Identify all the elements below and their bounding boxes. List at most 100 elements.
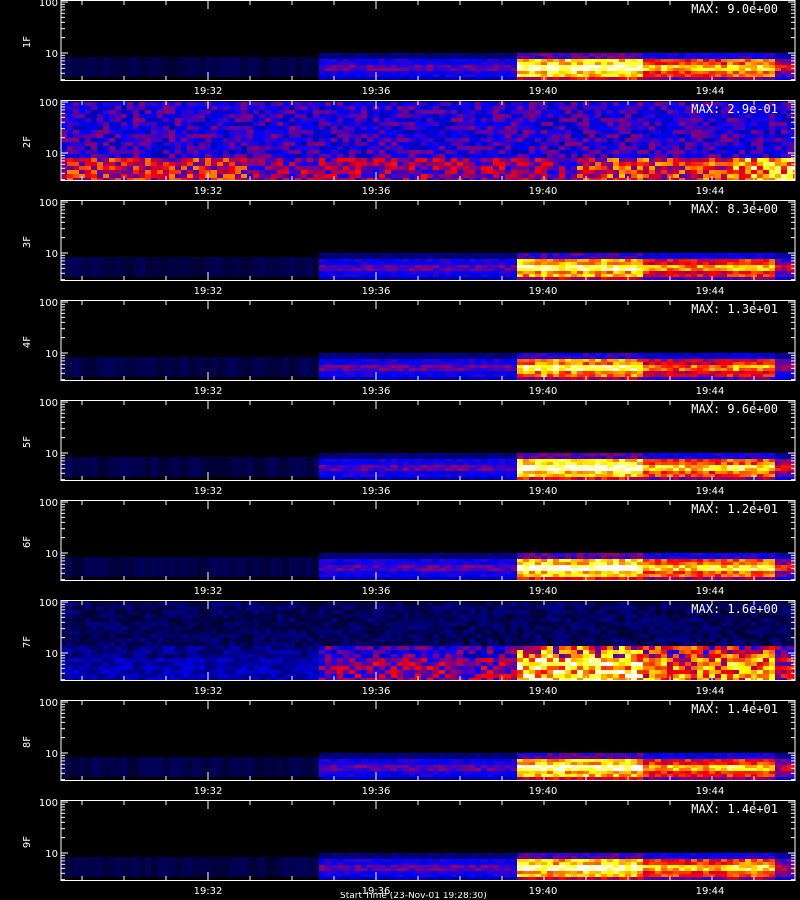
- heatmap-cell: [601, 259, 607, 262]
- heatmap-cell: [205, 114, 211, 118]
- heatmap-cell: [523, 365, 529, 368]
- heatmap-cell: [223, 118, 229, 122]
- heatmap-cell: [97, 257, 103, 277]
- heatmap-cell: [199, 257, 205, 277]
- heatmap-cell: [457, 356, 463, 359]
- heatmap-cell: [703, 158, 709, 162]
- heatmap-cell: [517, 256, 523, 259]
- heatmap-cell: [511, 178, 517, 180]
- heatmap-cell: [547, 374, 553, 377]
- heatmap-cell: [313, 146, 319, 150]
- heatmap-cell: [781, 271, 787, 274]
- heatmap-cell: [475, 114, 481, 118]
- heatmap-cell: [457, 146, 463, 150]
- heatmap-cell: [763, 62, 769, 65]
- heatmap-cell: [619, 178, 625, 180]
- heatmap-cell: [91, 114, 97, 118]
- heatmap-cell: [433, 77, 439, 80]
- heatmap-cell: [115, 110, 121, 114]
- heatmap-cell: [181, 162, 187, 166]
- heatmap-cell: [97, 178, 103, 180]
- heatmap-cell: [547, 142, 553, 146]
- heatmap-cell: [211, 158, 217, 162]
- heatmap-cell: [487, 122, 493, 126]
- heatmap-cell: [739, 256, 745, 259]
- heatmap-cell: [631, 166, 637, 170]
- heatmap-cell: [97, 154, 103, 158]
- heatmap-cell: [325, 71, 331, 74]
- heatmap-cell: [547, 102, 553, 106]
- heatmap-cell: [649, 110, 655, 114]
- heatmap-cell: [379, 62, 385, 65]
- heatmap-cell: [79, 357, 85, 377]
- heatmap-cell: [157, 174, 163, 178]
- heatmap-cell: [493, 259, 499, 262]
- heatmap-cell: [361, 259, 367, 262]
- heatmap-cell: [523, 134, 529, 138]
- heatmap-cell: [769, 62, 775, 65]
- heatmap-cell: [637, 277, 643, 280]
- heatmap-cell: [649, 353, 655, 356]
- heatmap-cell: [175, 110, 181, 114]
- heatmap-cell: [205, 166, 211, 170]
- heatmap-cell: [451, 158, 457, 162]
- heatmap-cell: [397, 178, 403, 180]
- heatmap-cell: [325, 53, 331, 56]
- heatmap-cell: [757, 62, 763, 65]
- heatmap-cell: [643, 106, 649, 110]
- heatmap-cell: [475, 277, 481, 280]
- heatmap-cell: [739, 274, 745, 277]
- heatmap-cell: [631, 362, 637, 365]
- heatmap-cell: [427, 178, 433, 180]
- heatmap-cell: [211, 166, 217, 170]
- heatmap-cell: [505, 253, 511, 256]
- heatmap-cell: [493, 62, 499, 65]
- heatmap-cell: [583, 154, 589, 158]
- heatmap-cell: [217, 357, 223, 377]
- heatmap-cell: [235, 106, 241, 110]
- heatmap-cell: [727, 356, 733, 359]
- heatmap-cell: [451, 262, 457, 265]
- heatmap-cell: [475, 142, 481, 146]
- heatmap-cell: [325, 362, 331, 365]
- heatmap-cell: [469, 122, 475, 126]
- heatmap-cell: [391, 368, 397, 371]
- heatmap-cell: [403, 154, 409, 158]
- heatmap-cell: [343, 256, 349, 259]
- heatmap-cell: [625, 130, 631, 134]
- heatmap-cell: [577, 371, 583, 374]
- heatmap-cell: [691, 259, 697, 262]
- heatmap-cell: [565, 162, 571, 166]
- heatmap-cell: [415, 374, 421, 377]
- heatmap-cell: [493, 126, 499, 130]
- heatmap-cell: [775, 146, 781, 150]
- heatmap-cell: [271, 154, 277, 158]
- heatmap-cell: [487, 368, 493, 371]
- heatmap-cell: [325, 150, 331, 154]
- heatmap-cell: [97, 110, 103, 114]
- heatmap-cell: [283, 118, 289, 122]
- heatmap-cell: [577, 368, 583, 371]
- heatmap-cell: [631, 178, 637, 180]
- heatmap-cell: [349, 359, 355, 362]
- heatmap-cell: [763, 110, 769, 114]
- heatmap-cell: [133, 134, 139, 138]
- heatmap-cell: [379, 154, 385, 158]
- heatmap-cell: [577, 259, 583, 262]
- heatmap-cell: [523, 256, 529, 259]
- heatmap-cell: [421, 259, 427, 262]
- heatmap-cell: [67, 174, 73, 178]
- heatmap-cell: [709, 130, 715, 134]
- heatmap-cell: [733, 256, 739, 259]
- heatmap-cell: [535, 362, 541, 365]
- heatmap-cell: [349, 56, 355, 59]
- heatmap-cell: [253, 166, 259, 170]
- heatmap-cell: [541, 130, 547, 134]
- heatmap-cell: [607, 106, 613, 110]
- heatmap-cell: [253, 142, 259, 146]
- heatmap-cell: [169, 257, 175, 277]
- heatmap-cell: [355, 134, 361, 138]
- heatmap-cell: [439, 377, 445, 380]
- heatmap-cell: [517, 356, 523, 359]
- heatmap-cell: [529, 359, 535, 362]
